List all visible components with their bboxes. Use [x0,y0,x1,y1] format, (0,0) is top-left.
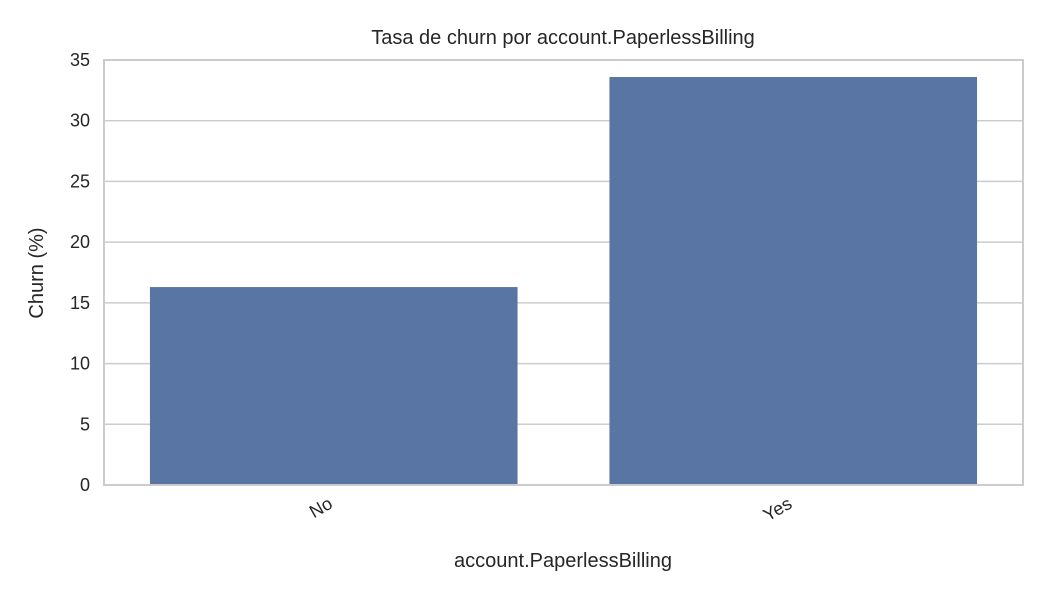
x-tick-label: No [306,493,336,522]
plot-frame [103,59,1024,486]
y-tick-label: 5 [80,414,90,434]
bars [149,77,978,485]
y-axis-label: Churn (%) [26,227,48,318]
y-tick-label: 25 [70,171,90,191]
y-tick-label: 15 [70,293,90,313]
bar-yes [609,77,978,485]
chart-title: Tasa de churn por account.PaperlessBilli… [371,27,755,49]
y-tick-label: 10 [70,354,90,374]
x-axis-label: account.PaperlessBilling [454,550,672,572]
bar-no [149,287,518,485]
y-tick-label: 35 [70,50,90,70]
y-tick-label: 30 [70,111,90,131]
x-tick-label: Yes [760,493,795,525]
y-tick-label: 0 [80,475,90,495]
y-tick-label: 20 [70,232,90,252]
x-tick-labels: No Yes [306,493,795,525]
y-tick-labels: 0 5 10 15 20 25 30 35 [70,50,90,495]
